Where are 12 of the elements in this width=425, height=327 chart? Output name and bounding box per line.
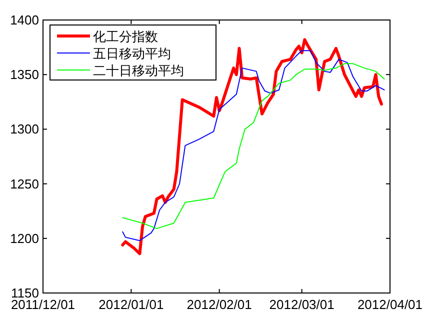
- x-tick-label: 2012/04/01: [357, 297, 423, 312]
- legend-label: 五日移动平均: [93, 46, 171, 61]
- legend-label: 化工分指数: [93, 29, 158, 44]
- x-tick-label: 2012/02/01: [186, 297, 252, 312]
- x-tick-label: 2012/03/01: [269, 297, 334, 312]
- x-tick-label: 2012/01/01: [98, 297, 164, 312]
- y-tick-label: 1350: [10, 67, 39, 82]
- y-tick-label: 1200: [10, 230, 39, 246]
- legend-label: 二十日移动平均: [93, 63, 184, 78]
- y-tick-label: 1250: [10, 176, 39, 192]
- y-tick-label: 1300: [10, 122, 39, 137]
- y-tick-label: 1400: [10, 12, 39, 28]
